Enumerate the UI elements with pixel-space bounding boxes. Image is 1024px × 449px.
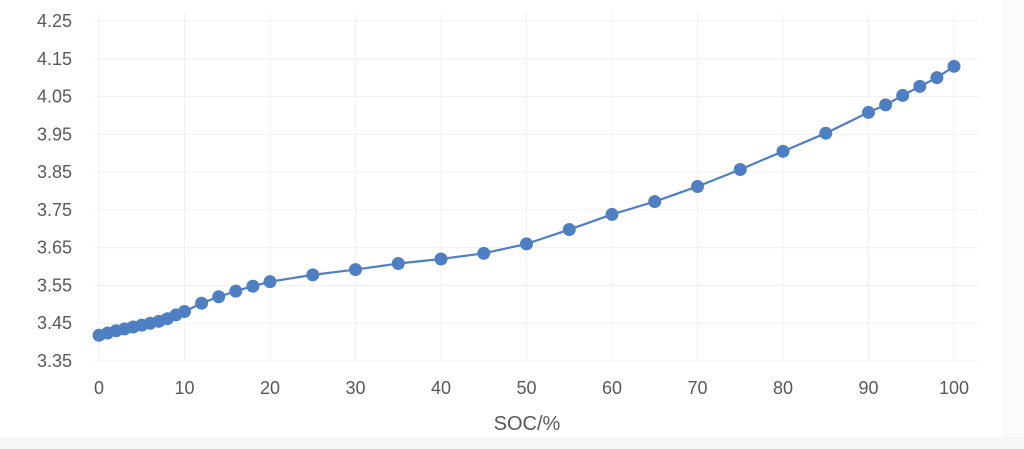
- y-tick-label: 3.45: [37, 313, 72, 333]
- x-tick-label: 40: [431, 378, 451, 398]
- data-point: [434, 252, 448, 266]
- x-tick-label: 10: [174, 378, 194, 398]
- x-tick-label: 70: [687, 378, 707, 398]
- data-point: [562, 223, 576, 237]
- x-tick-label: 100: [939, 378, 969, 398]
- series-layer: [92, 59, 961, 342]
- y-tick-label: 4.05: [37, 87, 72, 107]
- data-point: [879, 98, 893, 112]
- x-tick-label: 0: [94, 378, 104, 398]
- data-point: [195, 296, 209, 310]
- data-point: [229, 284, 243, 298]
- y-tick-label: 3.95: [37, 124, 72, 144]
- data-point: [178, 305, 191, 319]
- y-tick-label: 3.65: [37, 238, 72, 258]
- y-tick-label: 4.25: [37, 11, 72, 31]
- data-point: [605, 207, 619, 221]
- x-tick-label: 50: [516, 378, 536, 398]
- data-point: [819, 126, 833, 140]
- x-tick-label: 30: [345, 378, 365, 398]
- y-tick-label: 3.75: [37, 200, 72, 220]
- data-point: [477, 246, 491, 260]
- data-point: [862, 105, 875, 119]
- x-tick-label: 90: [858, 378, 878, 398]
- gridlines: [95, 13, 978, 362]
- x-tick-label: 80: [773, 378, 793, 398]
- x-tick-label: 20: [260, 378, 280, 398]
- x-tick-label: 60: [602, 378, 622, 398]
- data-point: [896, 88, 910, 102]
- data-point: [306, 268, 320, 282]
- y-tick-label: 3.55: [37, 275, 72, 295]
- data-point: [212, 290, 226, 304]
- data-point: [947, 59, 961, 73]
- data-point: [691, 179, 704, 193]
- data-point: [776, 144, 790, 158]
- right-border-strip: [1003, 0, 1024, 437]
- data-point: [263, 275, 277, 289]
- data-point: [930, 71, 944, 85]
- data-point: [648, 195, 662, 209]
- y-tick-label: 3.85: [37, 162, 72, 182]
- y-tick-label: 4.15: [37, 49, 72, 69]
- y-axis-ticks: 4.25 4.15 4.05 3.95 3.85 3.75 3.65 3.55 3.45 3.35: [37, 11, 72, 371]
- data-point: [520, 237, 533, 251]
- data-point: [349, 263, 362, 277]
- x-axis-ticks: 0 10 20 30 40 50 60 70 80 90 100: [94, 378, 969, 398]
- data-point: [733, 162, 747, 176]
- x-axis-title: SOC/%: [494, 413, 561, 435]
- y-tick-label: 3.35: [37, 351, 72, 371]
- data-point: [913, 79, 927, 93]
- data-point: [246, 279, 260, 293]
- bottom-border-strip: [0, 437, 1024, 449]
- data-point: [391, 257, 405, 271]
